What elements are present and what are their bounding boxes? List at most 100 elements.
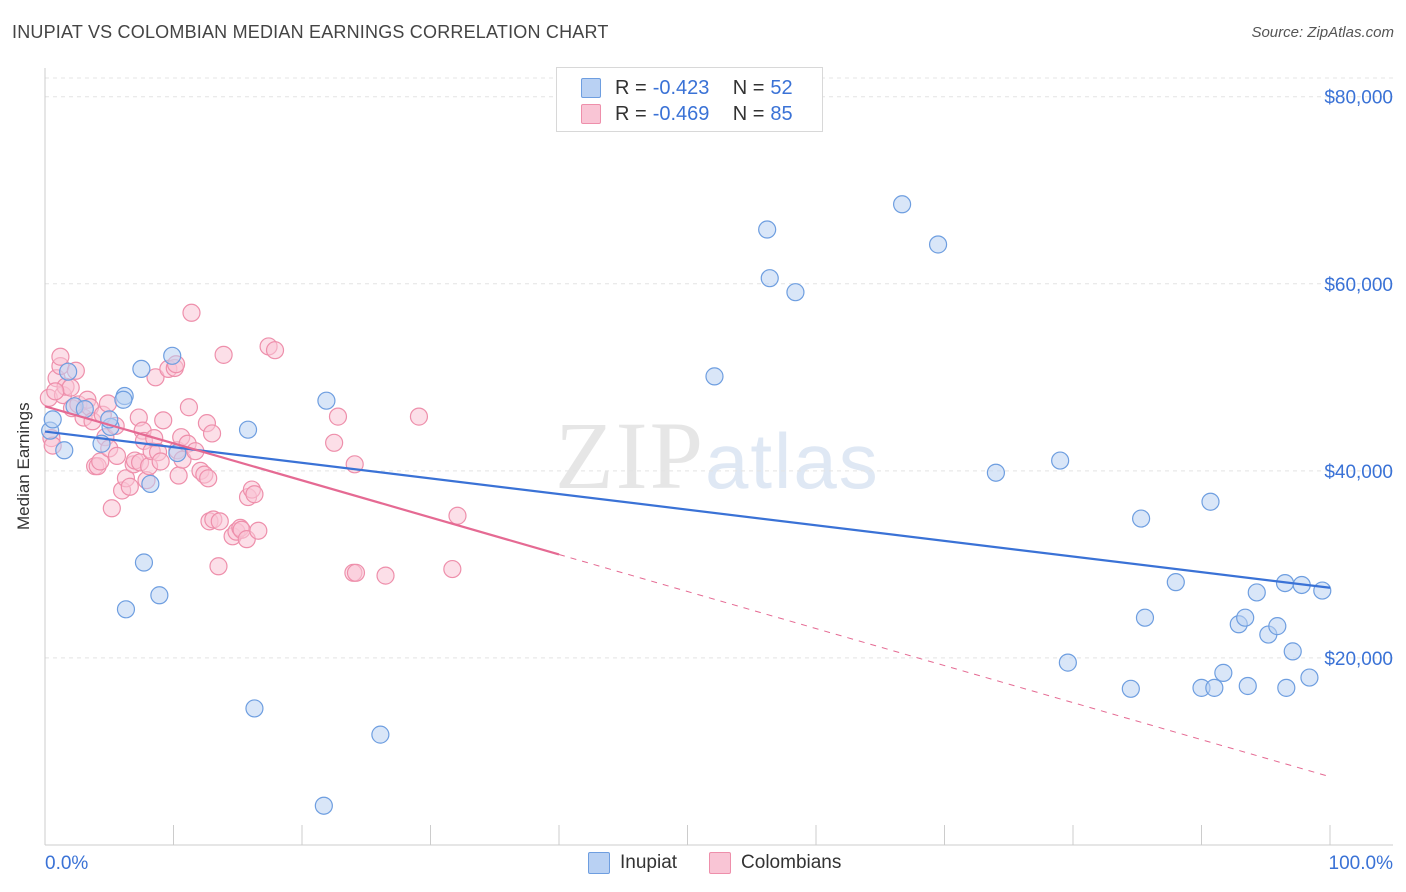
- inupiat-point: [1247, 583, 1266, 602]
- inupiat-point: [238, 420, 258, 439]
- colombians-point: [202, 424, 222, 443]
- colombians-point: [249, 521, 268, 540]
- colombians-point: [346, 563, 366, 582]
- legend-label: Inupiat: [620, 852, 678, 873]
- colombians-point: [210, 512, 229, 531]
- inupiat-point: [245, 699, 264, 718]
- legend-row-colombians: R = -0.469 N = 85: [581, 102, 793, 126]
- r-label: R =: [615, 102, 647, 125]
- chart-title: INUPIAT VS COLOMBIAN MEDIAN EARNINGS COR…: [12, 22, 609, 42]
- colombians-point: [51, 347, 70, 366]
- colombians-point: [409, 407, 429, 426]
- inupiat-point: [132, 359, 151, 378]
- inupiat-point: [928, 235, 948, 254]
- colombians-swatch: [581, 104, 601, 124]
- colombians-point: [154, 411, 173, 430]
- colombians-point: [245, 485, 264, 504]
- trend-lines: [44, 405, 1331, 778]
- r-value: -0.423: [652, 76, 710, 99]
- colombians-point: [376, 566, 395, 585]
- colombians-point: [146, 368, 165, 387]
- legend-item-colombians[interactable]: Colombians: [709, 852, 841, 874]
- inupiat-point: [1214, 663, 1233, 682]
- inupiat-point: [986, 463, 1006, 482]
- colombians-point: [325, 433, 344, 452]
- colombians-point: [214, 345, 233, 364]
- inupiat-point: [1300, 668, 1319, 687]
- n-value: 52: [770, 76, 793, 99]
- colombians-point: [107, 446, 127, 465]
- legend-item-inupiat[interactable]: Inupiat: [588, 852, 677, 874]
- inupiat-point: [1238, 676, 1257, 696]
- n-value: 85: [770, 102, 793, 125]
- y-tick-label: $80,000: [1324, 88, 1393, 109]
- inupiat-point: [43, 410, 62, 429]
- inupiat-point: [371, 725, 390, 744]
- colombians-point: [443, 559, 462, 579]
- colombians-trend-extension: [558, 553, 1331, 778]
- inupiat-point: [1283, 642, 1302, 661]
- colombians-point: [182, 303, 201, 322]
- colombians-point: [209, 557, 228, 576]
- inupiat-point: [317, 391, 336, 410]
- axes: [44, 68, 1393, 846]
- colombians-swatch: [709, 852, 732, 874]
- inupiat-point: [705, 367, 724, 386]
- inupiat-point: [1166, 573, 1185, 592]
- inupiat-point: [760, 269, 779, 288]
- colombians-point: [179, 398, 199, 417]
- legend-row-inupiat: R = -0.423 N = 52: [581, 76, 793, 100]
- colombians-points: [39, 303, 467, 585]
- inupiat-point: [314, 796, 333, 815]
- x-tick-label: 0.0%: [45, 853, 88, 874]
- inupiat-point: [59, 362, 78, 381]
- watermark-zip: ZIP: [555, 402, 705, 509]
- r-value: -0.469: [652, 102, 710, 125]
- x-tick-label: 100.0%: [1329, 853, 1394, 874]
- inupiat-point: [55, 441, 74, 460]
- inupiat-points: [41, 195, 1332, 815]
- y-tick-label: $60,000: [1324, 275, 1393, 296]
- inupiat-trend-line: [44, 430, 1331, 589]
- colombians-point: [265, 341, 285, 360]
- inupiat-point: [1313, 581, 1332, 600]
- inupiat-point: [1058, 653, 1077, 672]
- watermark: ZIPatlas: [555, 400, 880, 511]
- inupiat-point: [1268, 617, 1287, 636]
- colombians-point: [199, 469, 218, 488]
- colombians-point: [448, 506, 467, 525]
- inupiat-point: [1205, 678, 1224, 697]
- legend-label: Colombians: [741, 852, 842, 873]
- inupiat-point: [892, 195, 912, 214]
- watermark-atlas: atlas: [705, 417, 880, 505]
- colombians-point: [46, 382, 65, 401]
- colombians-point: [98, 394, 118, 413]
- inupiat-point: [141, 474, 160, 494]
- inupiat-point: [1121, 679, 1140, 698]
- inupiat-point: [1201, 492, 1220, 511]
- colombians-point: [328, 407, 348, 426]
- colombians-point: [151, 452, 170, 471]
- source-label: Source: ZipAtlas.com: [1251, 24, 1394, 41]
- inupiat-point: [1132, 509, 1151, 528]
- colombians-point: [169, 466, 188, 485]
- inupiat-point: [116, 600, 136, 619]
- correlation-legend: R = -0.423 N = 52 R = -0.469 N = 85: [556, 67, 823, 132]
- colombians-trend-line: [44, 405, 560, 556]
- inupiat-point: [163, 346, 182, 365]
- r-label: R =: [615, 76, 647, 99]
- n-label: N =: [732, 102, 765, 125]
- inupiat-point: [1135, 608, 1155, 627]
- series-legend: Inupiat Colombians: [588, 852, 873, 874]
- inupiat-swatch: [581, 78, 601, 98]
- inupiat-point: [1051, 451, 1070, 470]
- colombians-point: [61, 378, 80, 397]
- tick-labels: $20,000 $40,000 $60,000 $80,000 0.0% 100.0%: [45, 88, 1393, 874]
- y-tick-label: $40,000: [1324, 462, 1393, 483]
- colombians-point: [120, 477, 139, 496]
- colombians-point: [102, 499, 121, 518]
- y-tick-label: $20,000: [1324, 649, 1393, 670]
- y-axis-title: Median Earnings: [14, 402, 33, 530]
- colombians-point: [91, 452, 110, 471]
- inupiat-point: [150, 586, 169, 605]
